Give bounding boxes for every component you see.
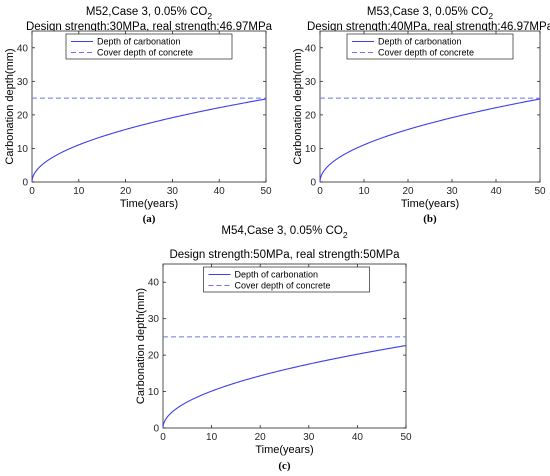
y-axis-label: Carbonation depth(mm) (4, 48, 16, 164)
x-tick-label: 10 (73, 186, 85, 197)
y-tick-label: 30 (305, 77, 317, 88)
y-tick-label: 20 (17, 110, 29, 121)
legend-label: Depth of carbonation (378, 37, 462, 47)
panel-label: (c) (278, 460, 291, 472)
y-tick-label: 20 (148, 351, 160, 362)
panel-label: (b) (423, 213, 437, 225)
panel-label: (a) (143, 213, 156, 225)
x-tick-label: 0 (29, 186, 35, 197)
chart-title: M53,Case 3, 0.05% CO2 (367, 6, 493, 21)
x-tick-label: 10 (358, 186, 370, 197)
x-axis-label: Time(years) (401, 198, 459, 210)
y-tick-label: 0 (22, 178, 28, 189)
y-tick-label: 40 (148, 278, 160, 289)
legend-label: Cover depth of concrete (97, 48, 193, 58)
x-tick-label: 50 (534, 186, 546, 197)
x-tick-label: 40 (490, 186, 502, 197)
x-tick-label: 30 (303, 432, 315, 443)
legend-label: Cover depth of concrete (235, 281, 331, 291)
x-tick-label: 20 (255, 432, 267, 443)
chart-title: M54,Case 3, 0.05% CO2 (221, 225, 347, 240)
y-axis-label: Carbonation depth(mm) (135, 288, 147, 404)
chart-subtitle: Design strength:30MPa, real strength:46.… (26, 21, 273, 33)
legend-label: Cover depth of concrete (378, 48, 474, 58)
x-tick-label: 0 (317, 186, 323, 197)
y-tick-label: 20 (305, 110, 317, 121)
x-axis-label: Time(years) (255, 444, 313, 456)
legend-label: Depth of carbonation (235, 270, 319, 280)
x-tick-label: 30 (446, 186, 458, 197)
x-tick-label: 20 (120, 186, 132, 197)
series-carbonation-depth-line (319, 98, 541, 183)
x-tick-label: 20 (402, 186, 414, 197)
x-tick-label: 50 (400, 432, 412, 443)
x-tick-label: 40 (352, 432, 364, 443)
y-tick-label: 10 (305, 144, 317, 155)
series-carbonation-depth-line (162, 344, 407, 429)
x-tick-label: 50 (260, 186, 272, 197)
legend-label: Depth of carbonation (97, 37, 181, 47)
x-tick-label: 40 (214, 186, 226, 197)
chart-panel-2: M54,Case 3, 0.05% CO2 Design strength:50M… (135, 225, 412, 472)
y-tick-label: 30 (148, 314, 160, 325)
y-tick-label: 10 (148, 387, 160, 398)
y-axis-label: Carbonation depth(mm) (292, 48, 304, 164)
y-tick-label: 30 (17, 77, 29, 88)
legend-box (203, 266, 370, 293)
x-axis-label: Time(years) (120, 198, 178, 210)
series-carbonation-depth-line (31, 98, 267, 183)
y-tick-label: 40 (17, 43, 29, 54)
x-tick-label: 10 (206, 432, 218, 443)
chart-subtitle: Design strength:40MPa, real strength:46.… (307, 21, 550, 33)
y-tick-label: 40 (305, 43, 317, 54)
legend-box (346, 33, 514, 60)
y-tick-label: 10 (17, 144, 29, 155)
chart-subtitle: Design strength:50MPa, real strength:50M… (169, 249, 400, 261)
y-tick-label: 0 (310, 178, 316, 189)
y-tick-label: 0 (153, 424, 159, 435)
legend-box (65, 33, 233, 60)
x-tick-label: 0 (160, 432, 166, 443)
chart-title: M52,Case 3, 0.05% CO2 (86, 6, 212, 21)
x-tick-label: 30 (167, 186, 179, 197)
